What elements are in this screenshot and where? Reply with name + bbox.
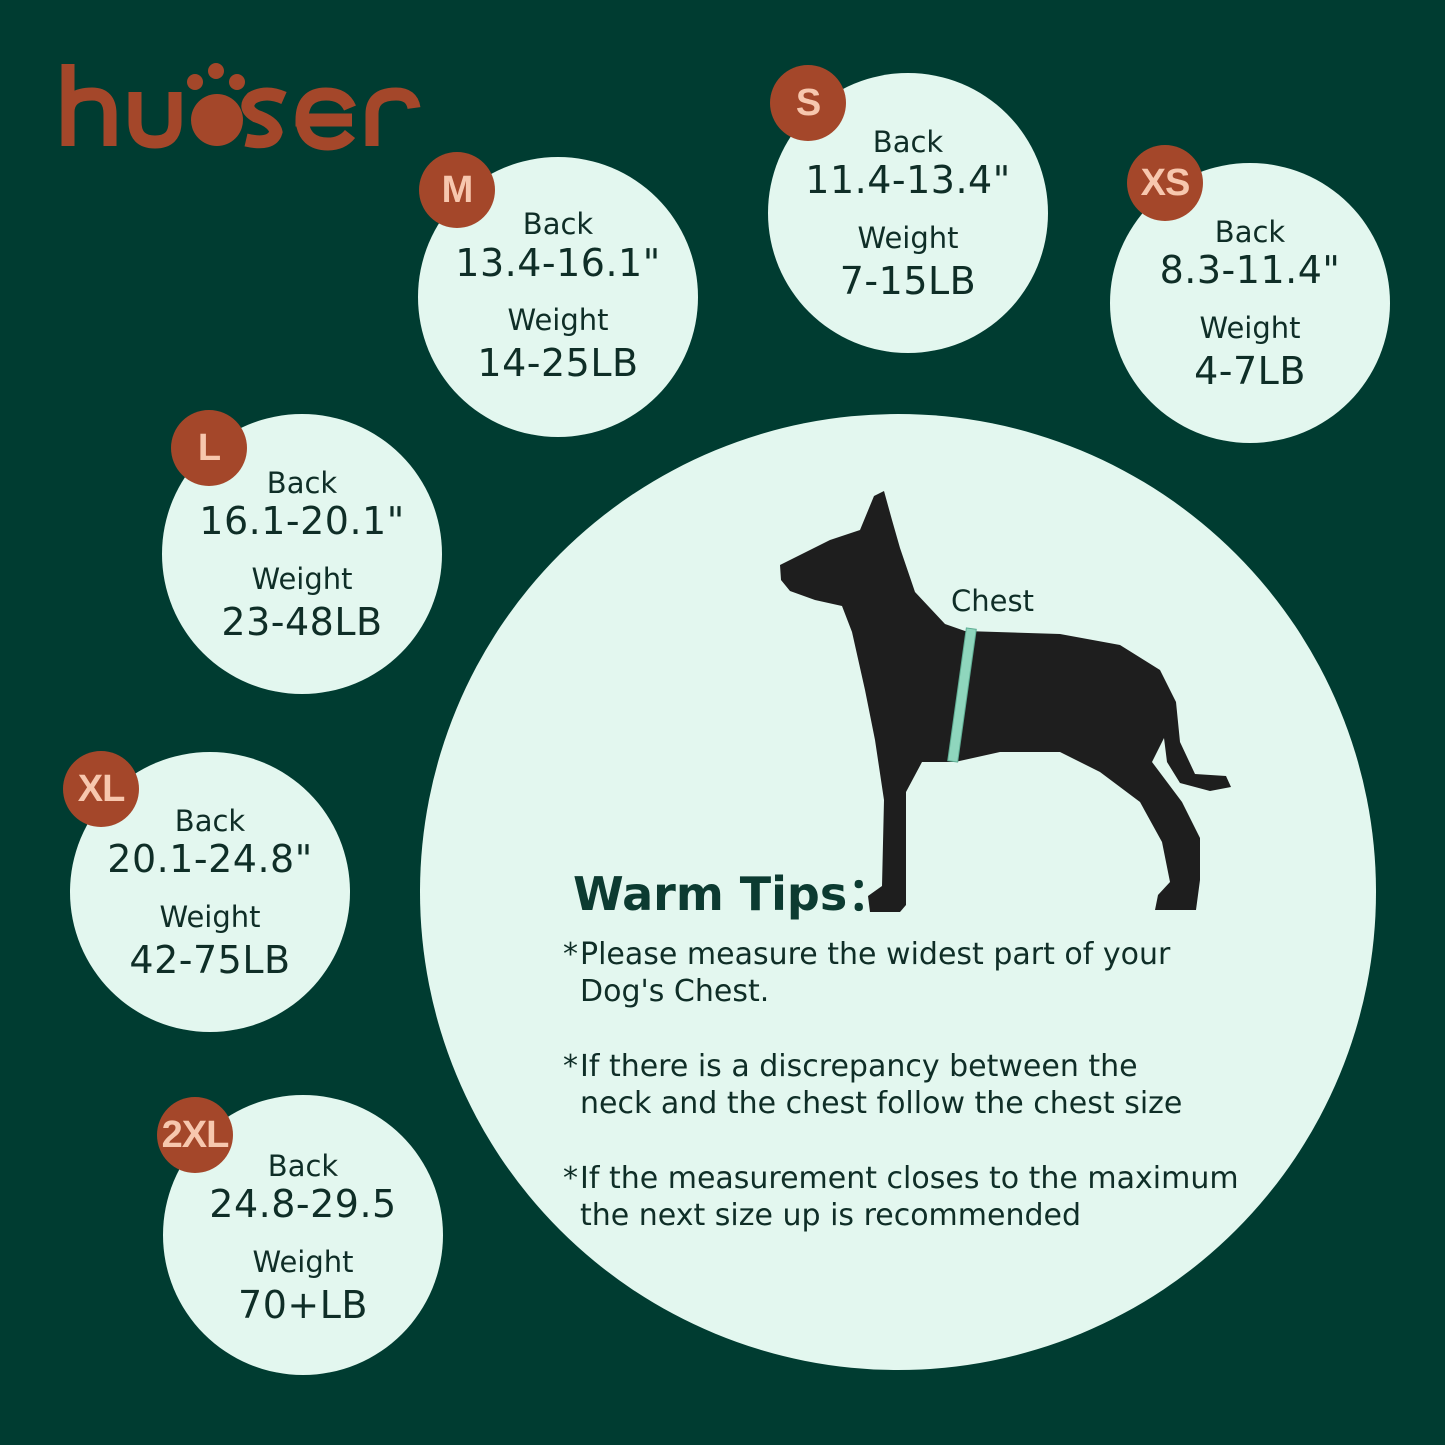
weight-label: Weight bbox=[252, 1245, 354, 1279]
size-badge-xl: XL bbox=[63, 751, 139, 827]
weight-range: 70+LB bbox=[238, 1283, 368, 1327]
size-badge-xs: XS bbox=[1127, 145, 1203, 221]
size-circle-2xl: Back 24.8-29.5 Weight 70+LB bbox=[163, 1095, 443, 1375]
weight-range: 23-48LB bbox=[221, 600, 383, 644]
back-range: 16.1-20.1" bbox=[199, 499, 405, 543]
back-range: 20.1-24.8" bbox=[107, 837, 313, 881]
tip-bullet: * bbox=[563, 1049, 578, 1084]
size-circle-xs: Back 8.3-11.4" Weight 4-7LB bbox=[1110, 163, 1390, 443]
tip-line: Dog's Chest. bbox=[580, 974, 770, 1009]
tip-line: If the measurement closes to the maximum bbox=[580, 1161, 1239, 1196]
weight-label: Weight bbox=[857, 221, 959, 255]
tip-bullet: * bbox=[563, 1161, 578, 1196]
tip-item: * Please measure the widest part of your… bbox=[563, 936, 1170, 1010]
tip-line: the next size up is recommended bbox=[580, 1198, 1082, 1233]
weight-range: 14-25LB bbox=[477, 341, 639, 385]
tip-item: * If there is a discrepancy between the … bbox=[563, 1048, 1182, 1122]
kuoser-logo bbox=[61, 63, 421, 151]
back-label: Back bbox=[174, 804, 246, 838]
tip-line: neck and the chest follow the chest size bbox=[580, 1086, 1183, 1121]
back-label: Back bbox=[1214, 215, 1286, 249]
weight-label: Weight bbox=[1199, 311, 1301, 345]
back-range: 24.8-29.5 bbox=[209, 1182, 397, 1226]
back-range: 8.3-11.4" bbox=[1159, 248, 1341, 292]
back-label: Back bbox=[872, 125, 944, 159]
tip-bullet: * bbox=[563, 937, 578, 972]
size-badge-s: S bbox=[770, 65, 846, 141]
size-badge-l: L bbox=[171, 410, 247, 486]
back-label: Back bbox=[267, 1149, 339, 1183]
back-range: 11.4-13.4" bbox=[805, 158, 1011, 202]
tip-item: * If the measurement closes to the maxim… bbox=[563, 1160, 1239, 1234]
weight-label: Weight bbox=[159, 900, 261, 934]
weight-label: Weight bbox=[507, 303, 609, 337]
weight-range: 42-75LB bbox=[129, 938, 291, 982]
chest-label: Chest bbox=[951, 584, 1034, 618]
measuring-tape-icon bbox=[947, 627, 977, 763]
weight-range: 7-15LB bbox=[839, 259, 977, 303]
tip-line: Please measure the widest part of your bbox=[580, 937, 1171, 972]
back-label: Back bbox=[522, 207, 594, 241]
weight-label: Weight bbox=[251, 562, 353, 596]
back-label: Back bbox=[266, 466, 338, 500]
size-badge-m: M bbox=[419, 152, 495, 228]
tips-title: Warm Tips： bbox=[573, 867, 894, 921]
back-range: 13.4-16.1" bbox=[455, 241, 661, 285]
tip-line: If there is a discrepancy between the bbox=[580, 1049, 1138, 1084]
weight-range: 4-7LB bbox=[1194, 349, 1306, 393]
size-badge-2xl: 2XL bbox=[157, 1097, 233, 1173]
